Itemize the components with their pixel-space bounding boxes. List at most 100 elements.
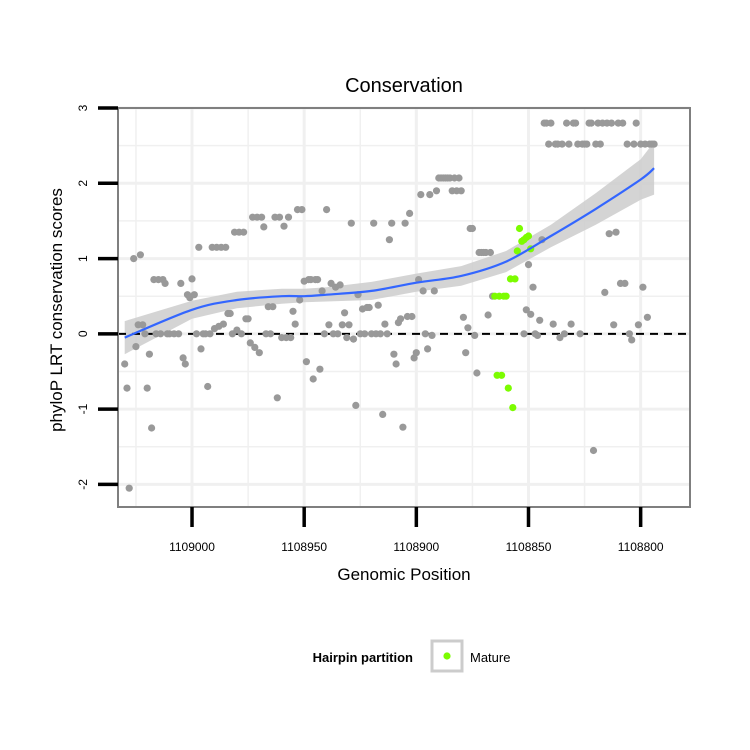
point-other (336, 281, 344, 289)
point-other (157, 330, 165, 338)
point-other (549, 320, 557, 328)
point-other (560, 330, 569, 338)
point-other (181, 360, 189, 368)
point-other (471, 331, 479, 339)
x-tick-label: 1108900 (393, 540, 439, 554)
point-other (244, 315, 252, 323)
point-other (139, 321, 147, 329)
point-other (529, 283, 537, 291)
point-other (628, 336, 636, 344)
legend-key-mature-dot (443, 652, 451, 660)
point-other (430, 287, 438, 295)
point-other (522, 306, 530, 314)
point-mature (524, 232, 533, 240)
point-other (524, 261, 533, 269)
point-other (260, 223, 268, 231)
point-other (251, 343, 259, 351)
x-axis-label: Genomic Position (337, 565, 470, 584)
point-other (426, 191, 434, 199)
confidence-band-layer (124, 141, 655, 355)
point-other (464, 324, 472, 332)
point-other (345, 321, 353, 329)
point-other (341, 309, 349, 317)
point-other (197, 345, 205, 353)
point-other (459, 313, 467, 321)
x-tick-label: 1109000 (169, 540, 215, 554)
point-other (273, 394, 281, 402)
point-other (632, 119, 640, 127)
point-other (385, 236, 393, 244)
point-mature (511, 275, 519, 283)
point-other (412, 349, 420, 357)
y-tick-label: 3 (76, 104, 90, 111)
point-other (558, 140, 566, 148)
point-other (610, 321, 618, 329)
point-other (255, 349, 263, 357)
point-other (424, 345, 432, 353)
point-other (376, 330, 384, 338)
point-other (630, 140, 638, 148)
point-other (457, 187, 465, 195)
point-other (190, 291, 198, 299)
point-other (619, 119, 627, 127)
point-other (576, 330, 584, 338)
point-other (601, 288, 609, 296)
y-tick-label: -1 (76, 403, 90, 414)
point-other (136, 251, 144, 259)
legend: Hairpin partition Mature (313, 639, 510, 673)
point-other (361, 330, 369, 338)
point-other (621, 279, 629, 287)
point-other (175, 330, 183, 338)
plot-panel-border (117, 107, 691, 508)
point-other (468, 224, 476, 233)
point-other (589, 446, 598, 455)
y-axis-ticks: -2 -1 0 1 2 3 (76, 104, 118, 490)
point-other (352, 401, 360, 409)
point-other (188, 275, 196, 283)
point-other (587, 119, 595, 127)
point-other (195, 243, 203, 251)
point-mature (502, 292, 510, 300)
point-other (605, 230, 613, 238)
point-other (596, 140, 604, 148)
point-other (607, 119, 616, 127)
point-other (520, 330, 528, 338)
point-other (287, 334, 295, 342)
point-other (370, 219, 378, 227)
point-other (388, 219, 396, 227)
point-other (219, 320, 227, 328)
point-other (275, 213, 284, 221)
point-other (302, 358, 310, 366)
point-other (567, 320, 575, 328)
point-other (419, 287, 427, 295)
point-other (484, 311, 492, 319)
point-other (625, 330, 634, 338)
point-other (222, 243, 230, 251)
point-other (325, 321, 333, 329)
point-other (334, 330, 342, 338)
point-mature (504, 384, 512, 392)
point-other (132, 343, 140, 351)
legend-entry-mature: Mature (470, 650, 510, 665)
point-other (237, 330, 245, 338)
point-other (643, 313, 652, 321)
y-tick-label: -2 (76, 479, 90, 490)
point-other (428, 331, 436, 339)
legend-title: Hairpin partition (313, 650, 413, 665)
point-other (130, 255, 138, 263)
legend-key-box (430, 639, 464, 673)
point-other (533, 331, 542, 339)
point-other (177, 279, 185, 287)
point-other (545, 140, 553, 148)
point-other (401, 219, 409, 227)
y-axis-label: phyloP LRT conservation scores (47, 188, 66, 432)
point-mature (498, 371, 506, 379)
point-other (381, 320, 389, 328)
point-other (639, 283, 647, 291)
point-other (408, 312, 416, 321)
point-other (226, 309, 234, 318)
y-tick-label: 2 (76, 180, 90, 187)
point-other (406, 209, 414, 217)
point-other (383, 330, 391, 338)
